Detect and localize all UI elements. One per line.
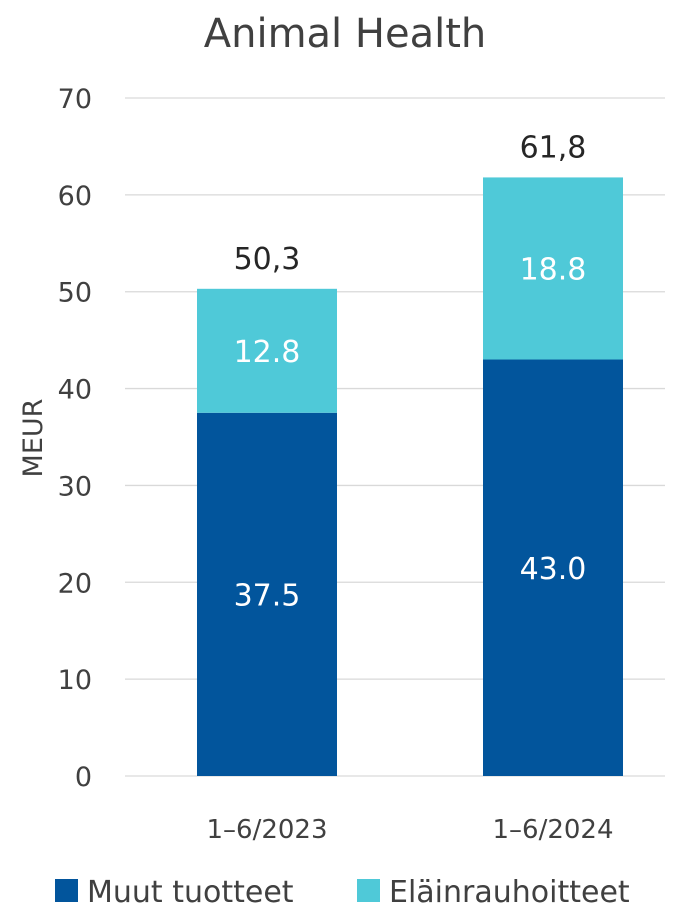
y-tick-label: 20 [58,568,92,599]
y-tick-label: 70 [58,84,92,115]
y-tick-label: 10 [58,665,92,696]
y-tick-label: 40 [58,375,92,406]
legend-label: Muut tuotteet [87,875,294,910]
bar-segment [197,288,337,413]
data-label: 18.8 [520,252,587,287]
x-tick-label: 1–6/2023 [206,815,327,845]
legend-swatch [55,879,78,902]
data-label: 37.5 [234,578,301,613]
legend-swatch [357,879,380,902]
y-tick-label: 60 [58,181,92,212]
data-label: 43.0 [520,552,587,587]
total-label: 50,3 [234,242,301,277]
legend-label: Eläinrauhoitteet [389,875,630,910]
y-tick-label: 0 [75,762,92,793]
y-tick-label: 50 [58,278,92,309]
y-axis-label: MEUR [18,399,49,478]
bar-segment [483,177,623,360]
legend: Muut tuotteet Eläinrauhoitteet [55,875,630,910]
total-label: 61,8 [520,130,587,165]
bars: 37.5 12.8 50,3 43.0 18.8 61,8 [197,130,623,776]
y-tick-label: 30 [58,471,92,502]
bar-segment [197,412,337,776]
x-tick-label: 1–6/2024 [492,815,613,845]
chart-title: Animal Health [204,11,486,57]
x-axis-ticks: 1–6/2023 1–6/2024 [206,815,613,845]
data-label: 12.8 [234,335,301,370]
y-axis-ticks: 0 10 20 30 40 50 60 70 [58,84,92,793]
bar-segment [483,359,623,776]
